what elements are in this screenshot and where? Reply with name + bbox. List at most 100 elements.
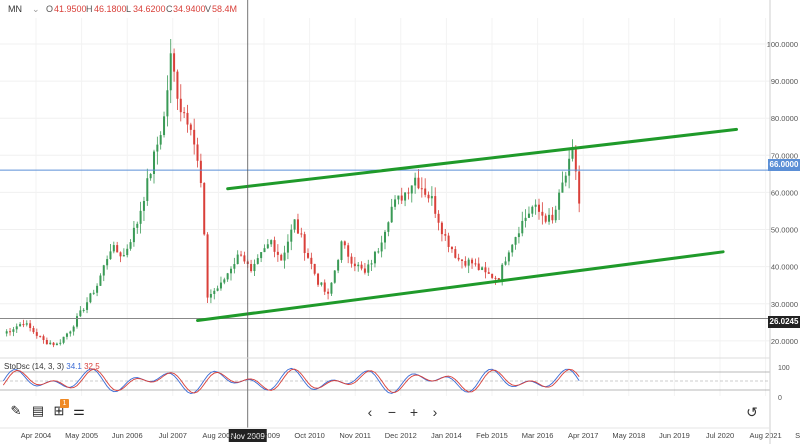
time-tick-label: Jun 2006: [112, 431, 143, 440]
candle-body: [266, 244, 269, 249]
time-tick-label: Jan 2014: [431, 431, 462, 440]
candle-body: [404, 192, 407, 201]
add-indicator-icon[interactable]: ⊞ 1: [51, 399, 69, 419]
candle-body: [440, 222, 443, 235]
time-tick-label: Aug 2021: [750, 431, 782, 440]
candle-body: [273, 240, 276, 252]
chevron-left-icon[interactable]: ‹: [367, 404, 373, 420]
volume-value: 58.4M: [212, 4, 238, 14]
reset-icon[interactable]: ↺: [746, 404, 758, 420]
candle-body: [367, 264, 370, 273]
candle-body: [387, 222, 390, 232]
candle-body: [99, 275, 102, 286]
candle-body: [360, 264, 363, 269]
indicator-name: StoDsc (14, 3, 3): [4, 362, 65, 371]
candle-body: [310, 257, 313, 264]
candle-body: [323, 282, 326, 292]
candle-body: [333, 270, 336, 283]
candle-body: [216, 288, 219, 291]
candle-body: [183, 112, 186, 114]
candle-body: [320, 282, 323, 285]
candle-body: [343, 241, 346, 246]
pencil-icon[interactable]: ✎: [10, 403, 22, 418]
candle-body: [303, 234, 306, 254]
candle-body: [578, 171, 581, 204]
time-tick-label: Aug 2008: [202, 431, 234, 440]
indicator-count-badge: 1: [60, 399, 69, 408]
candle-body: [548, 214, 551, 222]
indicator-k-value: 34.1: [66, 362, 82, 371]
stoch-d-line: [2, 368, 580, 394]
crosshair-date-label: Nov 2009: [231, 432, 266, 441]
stoch-tick-label: 100: [778, 365, 790, 372]
current-price-box: 66.0000: [768, 159, 800, 171]
candle-body: [400, 195, 403, 201]
candle-body: [327, 291, 330, 294]
candle-body: [487, 272, 490, 274]
lower-trendline[interactable]: [196, 250, 725, 322]
price-tick-label: 50.0000: [771, 226, 798, 235]
candle-body: [554, 209, 557, 221]
price-tick-label: 30.0000: [771, 300, 798, 309]
price-tick-label: 70.0000: [771, 151, 798, 160]
candle-body: [102, 265, 105, 276]
candle-body: [286, 241, 289, 253]
zoom-in-icon[interactable]: +: [409, 404, 419, 420]
settings-sliders-icon[interactable]: ⚌: [73, 403, 85, 418]
high-label: H: [86, 4, 93, 14]
candle-body: [106, 259, 109, 266]
candle-body: [263, 248, 266, 253]
candle-body: [62, 336, 65, 343]
low-label: L: [126, 4, 132, 14]
candle-body: [72, 326, 75, 332]
close-label: C: [166, 4, 173, 14]
candle-body: [276, 251, 279, 255]
candle-body: [420, 188, 423, 190]
candle-body: [82, 309, 85, 311]
candle-body: [337, 260, 340, 271]
candle-body: [427, 194, 430, 199]
time-tick-label: Apr 2017: [568, 431, 598, 440]
candle-body: [390, 206, 393, 223]
candle-body: [203, 182, 206, 235]
candle-body: [156, 144, 159, 152]
candle-body: [534, 204, 537, 207]
candle-body: [159, 135, 162, 145]
close-value: 34.9400: [173, 4, 206, 14]
candle-body: [79, 310, 82, 317]
candle-body: [189, 124, 192, 130]
candle-body: [383, 231, 387, 243]
candle-body: [89, 293, 92, 303]
candle-body: [407, 192, 410, 194]
symbol-label[interactable]: MN: [8, 4, 22, 14]
high-value: 46.1800: [94, 4, 127, 14]
candle-body: [477, 263, 480, 270]
indicator-label[interactable]: StoDsc (14, 3, 3) 34.1 32.5: [4, 362, 100, 371]
candle-body: [219, 282, 222, 289]
chevron-down-icon[interactable]: ⌄: [32, 4, 40, 14]
candle-body: [116, 245, 119, 253]
candle-body: [109, 251, 112, 260]
zoom-out-icon[interactable]: −: [387, 404, 397, 420]
time-tick-label: Jul 2020: [706, 431, 734, 440]
candle-body: [12, 329, 15, 332]
time-tick-label: Apr 2004: [21, 431, 51, 440]
candle-body: [256, 258, 259, 264]
upper-trendline[interactable]: [226, 127, 739, 191]
candle-body: [42, 336, 45, 340]
volume-label: V: [205, 4, 212, 14]
ohlc-header: MN ⌄ O 41.9500 H 46.1800 L 34.6200 C 34.…: [0, 0, 770, 18]
candle-body: [434, 196, 437, 214]
candle-body: [35, 332, 38, 336]
candle-body: [474, 263, 477, 265]
candle-body: [236, 254, 239, 265]
open-label: O: [46, 4, 54, 14]
candle-body: [213, 290, 216, 294]
text-panel-icon[interactable]: ▤: [31, 403, 45, 418]
chevron-right-icon[interactable]: ›: [432, 404, 438, 420]
candle-body: [55, 343, 58, 346]
candle-body: [5, 331, 8, 334]
candle-body: [373, 251, 376, 264]
